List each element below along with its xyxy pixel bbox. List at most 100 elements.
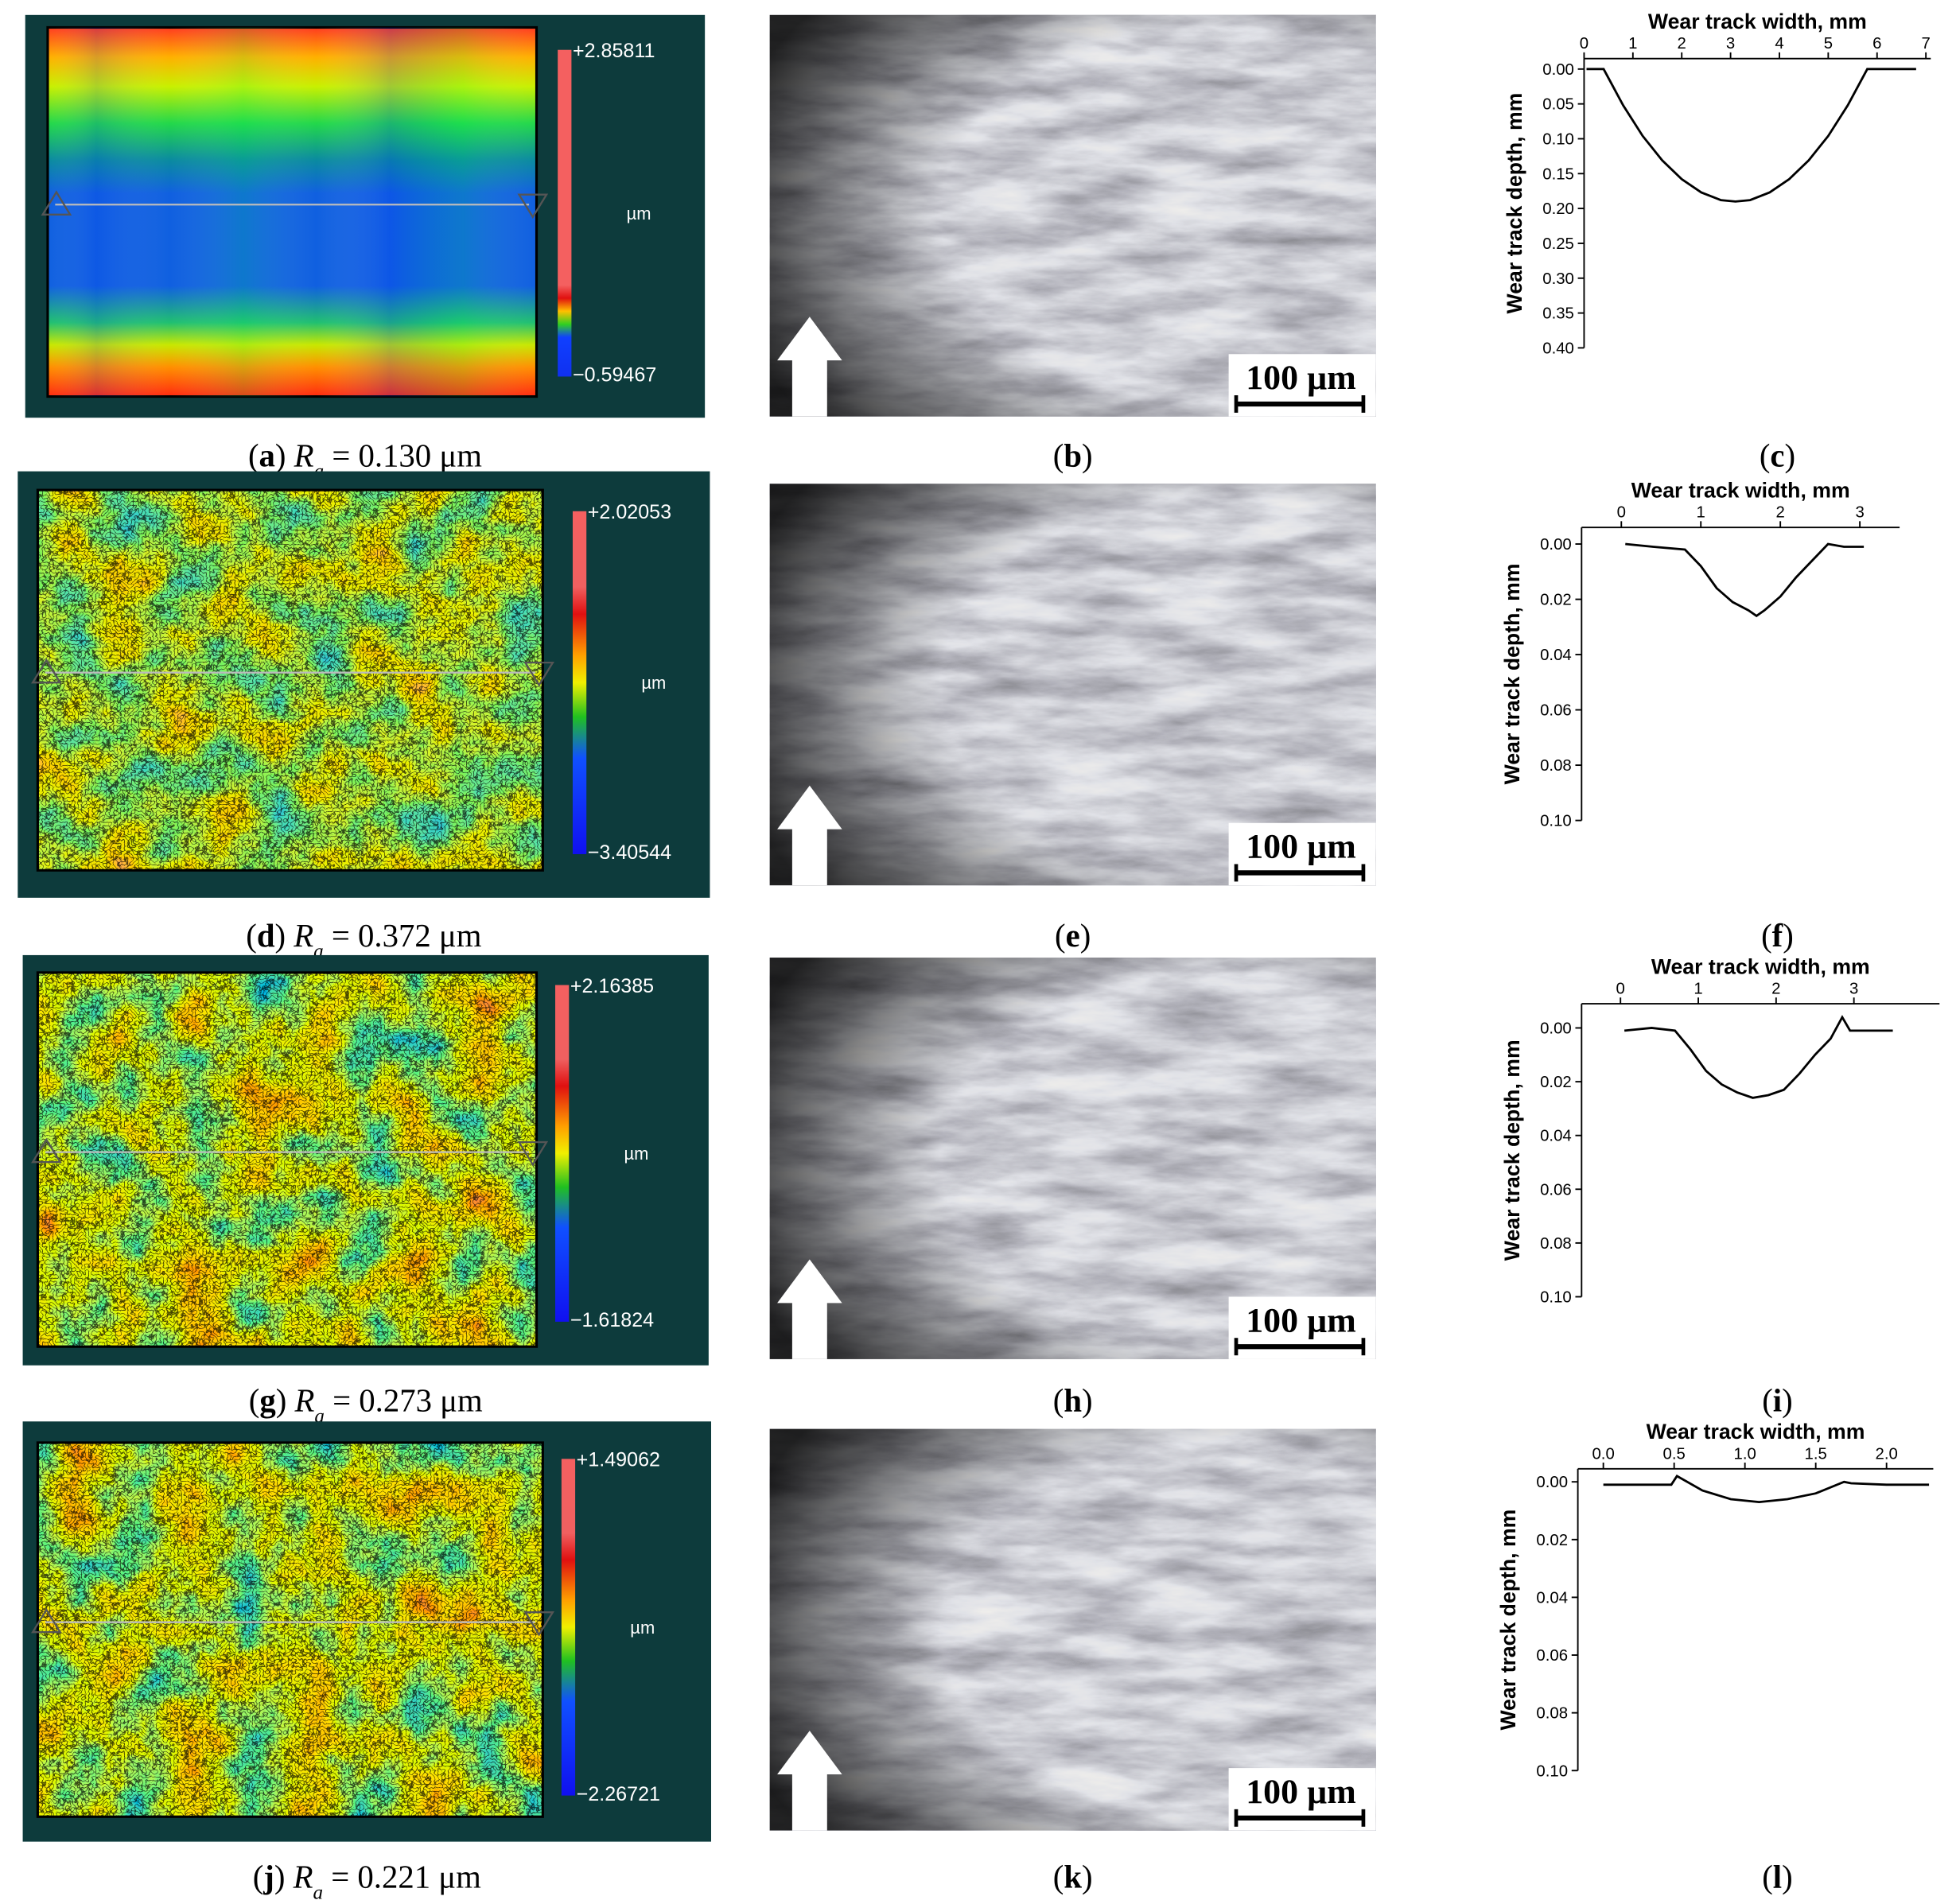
- panel-caption: (b): [1053, 437, 1093, 473]
- y-tick-label: 0.30: [1542, 270, 1574, 288]
- scale-bar-label: 100 µm: [1246, 1301, 1356, 1339]
- colorbar: [555, 985, 570, 1322]
- profile-marker: [31, 1607, 62, 1634]
- panel-caption: (e): [1055, 918, 1091, 954]
- height-map-specks: [37, 972, 537, 1347]
- caption-part: (: [253, 1859, 264, 1895]
- caption-part: ): [1082, 1859, 1093, 1895]
- x-axis-title: Wear track width, mm: [1648, 10, 1867, 33]
- caption-part: ): [1080, 918, 1091, 954]
- y-tick-label: 0.15: [1542, 165, 1574, 183]
- caption-part: = 0.273 μm: [325, 1383, 483, 1419]
- y-tick-label: 0.02: [1536, 1532, 1568, 1549]
- caption-part: = 0.372 μm: [324, 918, 482, 954]
- sliding-direction-arrow: [777, 317, 842, 417]
- panel-caption: (j) Ra = 0.221 μm: [253, 1859, 481, 1904]
- y-tick-label: 0.00: [1540, 536, 1572, 554]
- x-tick-label: 2: [1775, 504, 1784, 522]
- caption-part: R: [293, 1859, 313, 1895]
- caption-part: (: [1762, 1859, 1773, 1895]
- x-axis-title: Wear track width, mm: [1631, 479, 1850, 503]
- y-tick-label: 0.02: [1540, 592, 1572, 609]
- colorbar-max: +1.49062: [577, 1449, 660, 1471]
- caption-part: ): [1782, 1859, 1793, 1895]
- x-tick-label: 7: [1921, 35, 1930, 52]
- x-tick-label: 3: [1855, 504, 1864, 522]
- caption-part: = 0.221 μm: [323, 1859, 481, 1895]
- panel-caption: (i): [1762, 1383, 1792, 1419]
- sliding-direction-arrow: [777, 785, 842, 886]
- x-tick-label: 2.0: [1876, 1445, 1898, 1463]
- caption-part: ): [1082, 1383, 1093, 1419]
- colorbar-unit: µm: [627, 204, 651, 223]
- y-tick-label: 0.06: [1536, 1647, 1568, 1665]
- x-tick-label: 6: [1872, 35, 1881, 52]
- caption-part: (: [249, 1383, 260, 1419]
- caption-part: = 0.130 μm: [324, 437, 482, 473]
- colorbar: [558, 49, 572, 377]
- caption-part: (: [1055, 918, 1066, 954]
- caption-part: j: [262, 1859, 274, 1895]
- y-tick-label: 0.10: [1536, 1762, 1568, 1780]
- y-tick-label: 0.08: [1536, 1705, 1568, 1723]
- colorbar-max: +2.85811: [573, 40, 655, 62]
- height-map-specks: [37, 1442, 543, 1817]
- caption-part: (: [1762, 1383, 1773, 1419]
- x-tick-label: 0: [1580, 35, 1589, 52]
- micrograph-vignette: [769, 1428, 1376, 1831]
- micrograph-vignette: [769, 958, 1376, 1359]
- caption-part: ): [274, 918, 294, 954]
- caption-part: (: [1053, 437, 1064, 473]
- x-axis-title: Wear track width, mm: [1647, 1420, 1865, 1444]
- caption-part: ): [275, 437, 294, 473]
- panel-caption: (d) Ra = 0.372 μm: [246, 918, 482, 962]
- caption-part: R: [293, 918, 313, 954]
- y-tick-label: 0.25: [1542, 235, 1574, 253]
- caption-part: (: [1760, 437, 1771, 473]
- panel-caption: (h): [1053, 1383, 1093, 1419]
- colorbar-min: −3.40544: [588, 841, 671, 864]
- y-axis-title: Wear track depth, mm: [1500, 563, 1524, 784]
- x-tick-label: 0: [1616, 981, 1625, 998]
- colorbar: [561, 1459, 576, 1796]
- colorbar-max: +2.02053: [588, 501, 671, 523]
- x-axis-title: Wear track width, mm: [1651, 954, 1870, 978]
- x-tick-label: 0.0: [1592, 1445, 1614, 1463]
- caption-part: (: [1053, 1383, 1064, 1419]
- caption-part: ): [276, 1383, 295, 1419]
- caption-part: f: [1772, 918, 1783, 954]
- caption-part: (: [246, 918, 257, 954]
- y-tick-label: 0.06: [1540, 1181, 1572, 1199]
- y-tick-label: 0.10: [1540, 1289, 1572, 1307]
- caption-part: ): [1784, 437, 1795, 473]
- y-tick-label: 0.04: [1536, 1589, 1568, 1607]
- y-tick-label: 0.08: [1540, 757, 1572, 775]
- x-tick-label: 3: [1849, 981, 1858, 998]
- panel-caption: (c): [1760, 437, 1795, 473]
- profile-curve: [1603, 1475, 1930, 1504]
- y-axis-title: Wear track depth, mm: [1503, 93, 1526, 314]
- x-tick-label: 3: [1726, 35, 1735, 52]
- profile-marker: [523, 661, 554, 687]
- caption-part: a: [313, 1882, 324, 1903]
- x-tick-label: 0: [1617, 504, 1626, 522]
- y-tick-label: 0.35: [1542, 305, 1574, 323]
- height-map-streaks: [47, 27, 537, 397]
- height-map-specks: [37, 490, 543, 871]
- colorbar-unit: µm: [641, 673, 666, 693]
- y-tick-label: 0.20: [1542, 200, 1574, 218]
- caption-part: g: [259, 1383, 275, 1419]
- panel-caption: (k): [1053, 1859, 1093, 1895]
- panel-caption: (a) Ra = 0.130 μm: [248, 437, 482, 481]
- caption-part: R: [294, 1383, 314, 1419]
- panel-caption: (g) Ra = 0.273 μm: [249, 1383, 483, 1428]
- profile-curve: [1625, 542, 1865, 618]
- y-tick-label: 0.06: [1540, 702, 1572, 720]
- caption-part: R: [294, 437, 314, 473]
- profile-marker: [31, 1137, 62, 1164]
- y-axis-title: Wear track depth, mm: [1496, 1510, 1520, 1731]
- y-tick-label: 0.00: [1536, 1474, 1568, 1491]
- colorbar-unit: µm: [630, 1618, 655, 1638]
- x-tick-label: 1: [1697, 504, 1705, 522]
